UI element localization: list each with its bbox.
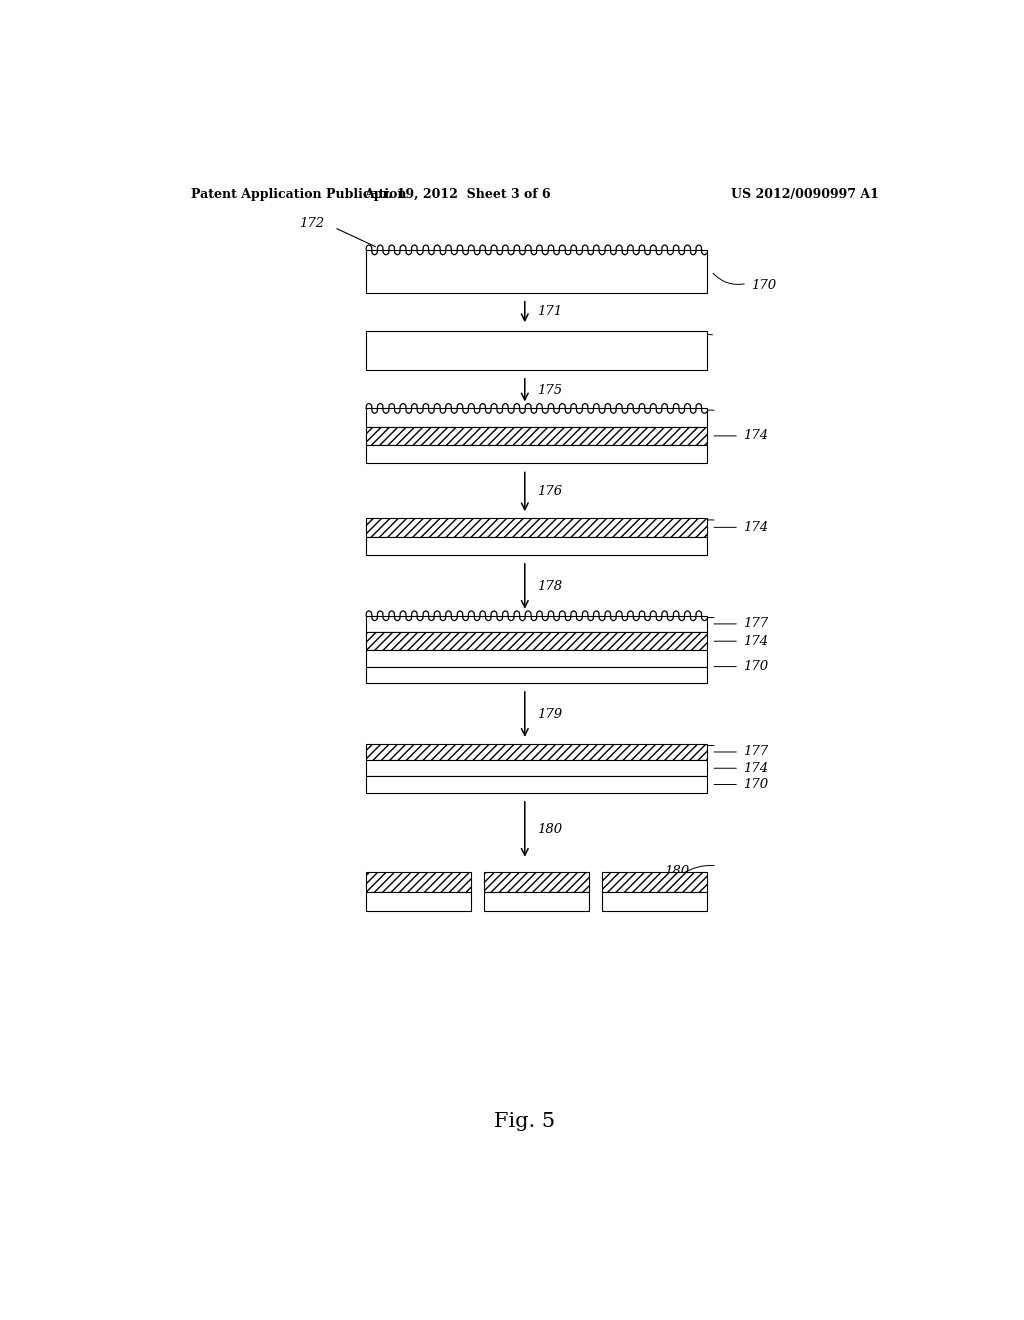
Bar xyxy=(367,445,708,463)
Text: 180: 180 xyxy=(664,866,689,878)
Bar xyxy=(367,426,708,445)
Bar xyxy=(367,615,708,632)
Bar xyxy=(367,651,708,667)
Text: 170: 170 xyxy=(751,279,776,292)
Bar xyxy=(367,331,708,370)
Text: 180: 180 xyxy=(537,822,562,836)
Bar xyxy=(484,892,590,911)
Bar xyxy=(367,873,471,892)
Text: 170: 170 xyxy=(743,660,768,673)
Bar xyxy=(367,760,708,776)
Bar xyxy=(367,744,708,760)
Text: US 2012/0090997 A1: US 2012/0090997 A1 xyxy=(731,189,879,202)
Text: 173: 173 xyxy=(659,333,685,346)
Bar xyxy=(367,408,708,426)
Text: Apr. 19, 2012  Sheet 3 of 6: Apr. 19, 2012 Sheet 3 of 6 xyxy=(364,189,551,202)
Text: Fig. 5: Fig. 5 xyxy=(495,1113,555,1131)
Text: 170: 170 xyxy=(743,777,768,791)
Bar xyxy=(602,873,708,892)
Bar xyxy=(367,536,708,554)
Bar xyxy=(367,667,708,682)
Text: 176: 176 xyxy=(537,486,562,498)
Bar xyxy=(367,632,708,651)
Text: 177: 177 xyxy=(743,746,768,759)
Text: 178: 178 xyxy=(664,618,689,631)
Text: 174: 174 xyxy=(743,521,768,533)
Text: 174: 174 xyxy=(743,429,768,442)
Text: 174: 174 xyxy=(743,635,768,648)
Bar xyxy=(367,892,471,911)
Text: 175: 175 xyxy=(664,411,689,424)
Text: 178: 178 xyxy=(537,579,562,593)
Text: 171: 171 xyxy=(537,305,562,318)
Text: 177: 177 xyxy=(743,618,768,631)
Bar xyxy=(367,519,708,536)
Bar xyxy=(602,892,708,911)
Text: 176: 176 xyxy=(664,520,689,533)
Text: Patent Application Publication: Patent Application Publication xyxy=(191,189,407,202)
Text: 175: 175 xyxy=(537,384,562,396)
Text: 174: 174 xyxy=(743,762,768,775)
Bar xyxy=(484,873,590,892)
Text: 172: 172 xyxy=(299,216,324,230)
Bar xyxy=(367,249,708,293)
Text: 179: 179 xyxy=(664,746,689,759)
Bar xyxy=(367,776,708,792)
Text: 179: 179 xyxy=(537,708,562,721)
